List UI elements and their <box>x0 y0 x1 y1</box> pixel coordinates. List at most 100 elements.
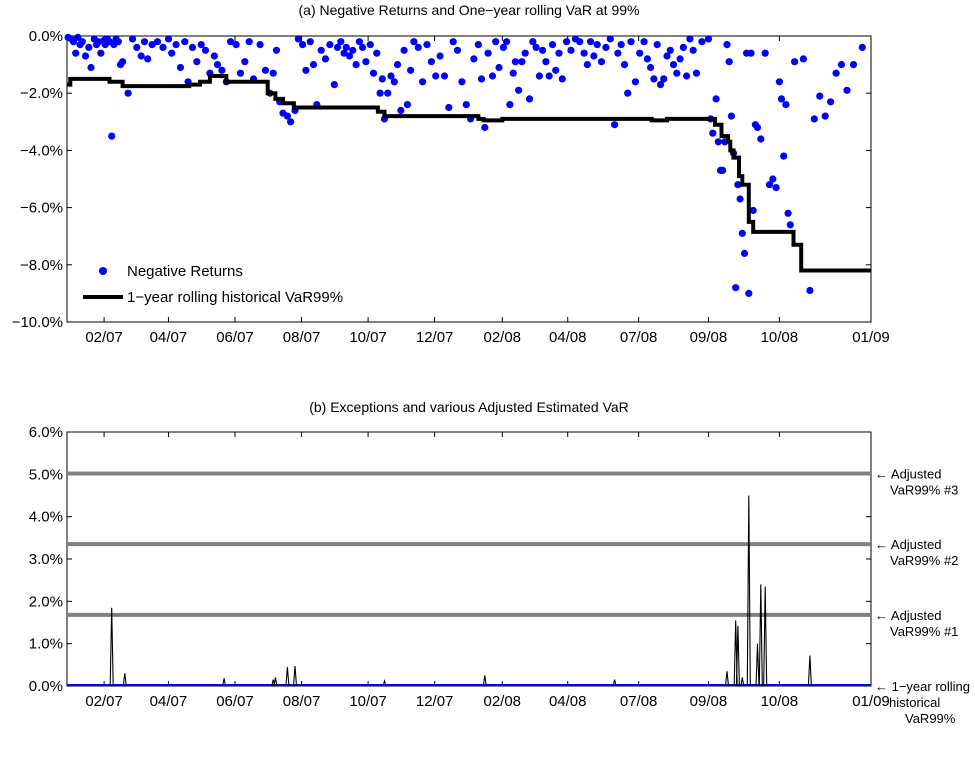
return-point <box>837 61 846 69</box>
panel-b-x-tick-label: 10/08 <box>761 693 799 710</box>
return-point <box>843 86 851 94</box>
return-point <box>108 132 116 140</box>
return-point <box>172 41 180 49</box>
return-point <box>294 35 302 43</box>
return-point <box>747 49 755 57</box>
return-point <box>345 52 354 60</box>
return-point <box>679 43 688 52</box>
return-point <box>440 72 449 80</box>
return-point <box>188 43 197 52</box>
return-point <box>719 166 727 174</box>
panel-b-y-tick-label: 5.0% <box>29 466 63 483</box>
panel-a-negative-returns: (a) Negative Returns and One−year rollin… <box>12 2 890 346</box>
return-point <box>449 38 457 46</box>
return-point <box>643 55 652 63</box>
return-point <box>414 43 422 52</box>
panel-a-x-tick-label: 02/08 <box>483 329 521 346</box>
exception-spike <box>735 625 740 687</box>
return-point <box>232 41 240 49</box>
return-point <box>558 75 566 83</box>
panel-a-y-tick-label: −10.0% <box>12 314 63 331</box>
return-point <box>427 58 435 66</box>
return-point <box>87 63 95 72</box>
return-point <box>780 152 788 160</box>
return-point <box>745 289 753 297</box>
panel-a-x-tick-label: 06/07 <box>216 329 254 346</box>
return-point <box>821 112 829 120</box>
adjusted-var-label-3: ← Adjusted <box>875 466 942 481</box>
return-point <box>738 229 746 237</box>
return-point <box>78 38 86 46</box>
exception-spike <box>292 666 298 687</box>
return-point <box>669 61 678 69</box>
return-point <box>236 69 245 77</box>
panel-b-exceptions: (b) Exceptions and various Adjusted Esti… <box>29 399 970 726</box>
panel-a-x-tick-label: 09/08 <box>690 329 728 346</box>
return-point <box>765 181 774 189</box>
return-point <box>352 61 360 69</box>
return-point <box>133 43 141 52</box>
panel-a-x-tick-label: 12/07 <box>416 329 454 346</box>
return-point <box>495 63 503 72</box>
return-point <box>761 49 769 57</box>
panel-a-y-axis: 0.0% −2.0% −4.0% −6.0% −8.0% −10.0% <box>12 28 871 331</box>
return-point <box>806 286 814 295</box>
return-point <box>723 41 731 49</box>
return-point <box>400 46 408 54</box>
return-point <box>515 86 523 94</box>
return-point <box>849 61 858 69</box>
return-point <box>462 101 470 109</box>
return-point <box>614 49 622 57</box>
panel-b-y-tick-label: 1.0% <box>29 636 63 653</box>
return-point <box>631 78 640 86</box>
panel-b-x-tick-label: 02/08 <box>483 693 521 710</box>
return-point <box>686 35 694 43</box>
return-point <box>140 38 149 46</box>
return-point <box>69 38 78 46</box>
legend-returns-marker <box>99 267 107 275</box>
return-point <box>137 52 145 60</box>
panel-a-x-tick-label: 08/07 <box>283 329 321 346</box>
return-point <box>362 58 370 66</box>
return-point <box>74 33 82 42</box>
return-point <box>676 55 684 63</box>
return-point <box>410 38 418 46</box>
panel-a-var-series-line <box>67 74 871 273</box>
return-point <box>97 49 105 57</box>
return-point <box>384 89 392 97</box>
return-point <box>509 69 517 77</box>
return-point <box>72 49 80 57</box>
return-point <box>488 72 497 80</box>
return-point <box>153 38 162 46</box>
return-point <box>373 49 381 57</box>
adjusted-var-label-1: VaR99% #1 <box>890 624 958 639</box>
exception-spike <box>482 675 487 687</box>
panel-b-x-tick-label: 02/07 <box>85 693 123 710</box>
return-point <box>261 66 270 74</box>
return-point <box>272 46 281 54</box>
panel-a-y-tick-label: −8.0% <box>20 257 63 274</box>
return-point <box>725 58 733 66</box>
return-point <box>492 38 500 46</box>
return-point <box>376 89 384 97</box>
return-point <box>337 38 345 46</box>
return-point <box>784 209 792 217</box>
return-point <box>617 41 625 49</box>
return-point <box>340 49 348 57</box>
return-point <box>159 43 167 52</box>
return-point <box>330 81 338 89</box>
return-point <box>650 75 658 83</box>
return-point <box>740 249 749 257</box>
return-point <box>213 61 222 69</box>
return-point <box>542 58 550 66</box>
return-point <box>606 35 614 43</box>
exception-spike <box>273 677 278 687</box>
return-point <box>535 72 544 80</box>
exception-spike <box>285 666 290 687</box>
return-point <box>470 55 478 63</box>
return-point <box>666 46 674 54</box>
return-point <box>397 106 405 114</box>
return-point <box>309 61 318 69</box>
